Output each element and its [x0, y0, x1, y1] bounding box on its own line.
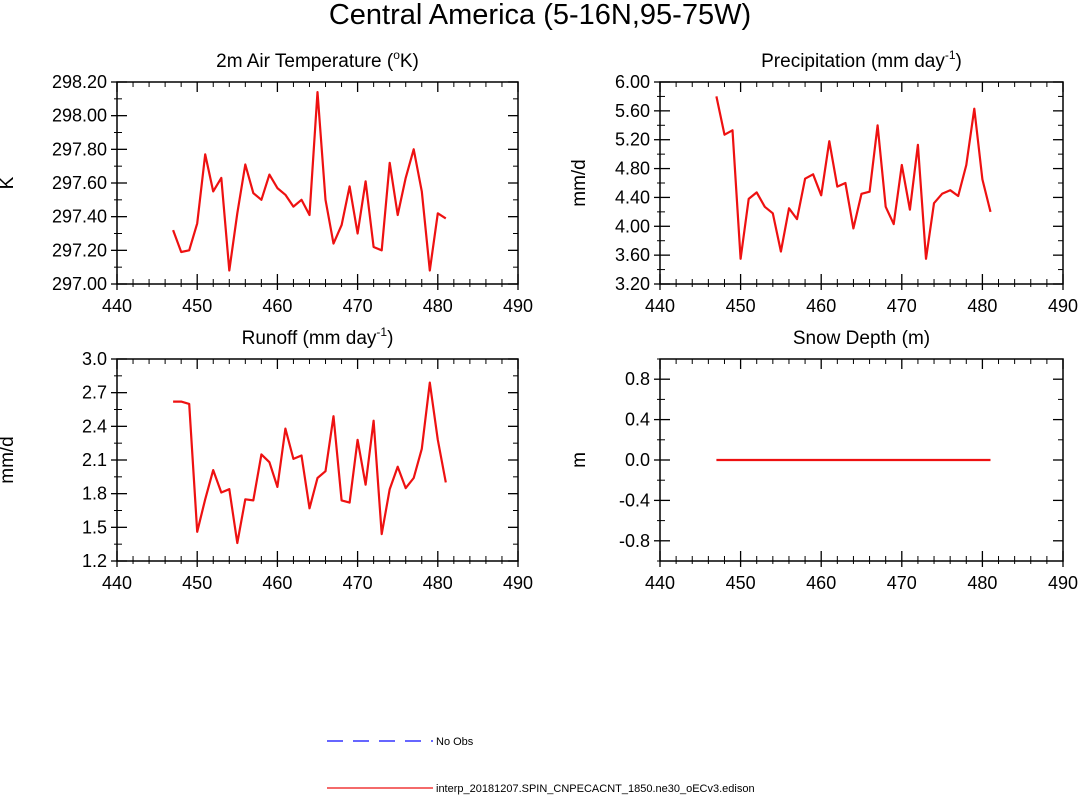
x-tick-label: 490	[503, 296, 533, 316]
y-tick-label: 297.40	[52, 207, 107, 227]
y-axis-label: mm/d	[569, 159, 590, 207]
x-tick-label: 470	[343, 573, 373, 593]
panel-title: 2m Air Temperature (oK)	[216, 48, 419, 72]
x-tick-label: 460	[262, 573, 292, 593]
plot-frame	[116, 358, 519, 562]
series-line	[173, 381, 447, 545]
y-tick-label: 6.00	[615, 72, 650, 92]
x-tick-label: 450	[182, 573, 212, 593]
y-tick-label: -0.8	[619, 531, 650, 551]
x-tick-label: 470	[343, 296, 373, 316]
y-axis-label: K	[0, 176, 18, 189]
plot-frame	[116, 81, 519, 285]
legend-label-2: interp_20181207.SPIN_CNPECACNT_1850.ne30…	[436, 783, 755, 795]
y-tick-label: 2.7	[82, 383, 107, 403]
y-tick-label: 3.60	[615, 245, 650, 265]
x-tick-label: 440	[102, 573, 132, 593]
panel-title-suffix: K)	[400, 51, 419, 72]
x-tick-label: 440	[645, 296, 675, 316]
panel-title-text: 2m Air Temperature (	[216, 51, 394, 72]
x-tick-label: 480	[967, 296, 997, 316]
y-tick-label: 2.1	[82, 450, 107, 470]
panel-title-superscript: -1	[945, 48, 956, 62]
panel-title-suffix: )	[387, 328, 393, 349]
y-tick-label: 0.0	[625, 450, 650, 470]
x-tick-label: 440	[102, 296, 132, 316]
x-tick-label: 480	[423, 573, 453, 593]
chart-panel-3: Runoff (mm day-1) mm/d 440 450 460 470 480 490 1…	[0, 325, 533, 593]
y-tick-label: 297.20	[52, 240, 107, 260]
panel-title-text: Runoff (mm day	[242, 328, 377, 349]
x-tick-label: 480	[967, 573, 997, 593]
x-tick-label: 470	[887, 296, 917, 316]
series-line	[172, 90, 447, 272]
y-tick-label: 298.20	[52, 72, 107, 92]
y-tick-label: 3.0	[82, 349, 107, 369]
panel-title: Runoff (mm day-1)	[242, 325, 394, 349]
y-tick-label: 297.00	[52, 274, 107, 294]
y-axis-label: m	[569, 452, 590, 468]
x-tick-label: 490	[503, 573, 533, 593]
panel-title-superscript: o	[393, 48, 400, 62]
x-tick-label: 490	[1048, 296, 1078, 316]
panel-title: Precipitation (mm day-1)	[761, 48, 962, 72]
x-tick-label: 450	[726, 573, 756, 593]
panel-title-superscript: -1	[376, 325, 387, 339]
y-tick-label: 4.40	[615, 187, 650, 207]
figure-title: Central America (5-16N,95-75W)	[329, 0, 751, 31]
legend-label-1: No Obs	[436, 736, 474, 748]
panel-title-suffix: )	[956, 51, 962, 72]
y-tick-label: -0.4	[619, 490, 650, 510]
y-tick-label: 4.00	[615, 216, 650, 236]
chart-panel-1: 2m Air Temperature (oK) K 440 450 460 470 480 4…	[0, 48, 533, 316]
x-tick-label: 450	[726, 296, 756, 316]
chart-panel-4: Snow Depth (m) m 440 450 460 470 480 490 -0.8 -0.…	[569, 328, 1078, 593]
x-tick-label: 470	[887, 573, 917, 593]
legend: No Obs interp_20181207.SPIN_CNPECACNT_185…	[327, 736, 755, 795]
plot-frame	[659, 81, 1064, 285]
series-line	[715, 96, 992, 260]
y-tick-label: 5.20	[615, 130, 650, 150]
y-tick-label: 1.2	[82, 551, 107, 571]
plot-frame	[659, 358, 1064, 562]
y-tick-label: 1.8	[82, 484, 107, 504]
y-tick-label: 0.8	[625, 369, 650, 389]
x-tick-label: 440	[645, 573, 675, 593]
panel-title-text: Precipitation (mm day	[761, 51, 945, 72]
y-tick-label: 5.60	[615, 101, 650, 121]
y-tick-label: 297.80	[52, 139, 107, 159]
y-tick-label: 0.4	[625, 410, 650, 430]
x-tick-label: 460	[262, 296, 292, 316]
panel-title-text: Snow Depth (m)	[793, 328, 930, 349]
chart-panel-2: Precipitation (mm day-1) mm/d 440 450 460 470…	[569, 48, 1078, 316]
y-axis-label: mm/d	[0, 436, 18, 484]
x-tick-label: 460	[806, 573, 836, 593]
y-tick-label: 298.00	[52, 106, 107, 126]
y-tick-label: 4.80	[615, 159, 650, 179]
y-tick-label: 1.5	[82, 517, 107, 537]
y-tick-label: 3.20	[615, 274, 650, 294]
x-tick-label: 480	[423, 296, 453, 316]
x-tick-label: 490	[1048, 573, 1078, 593]
x-tick-label: 450	[182, 296, 212, 316]
y-tick-label: 2.4	[82, 416, 107, 436]
y-tick-label: 297.60	[52, 173, 107, 193]
x-tick-label: 460	[806, 296, 836, 316]
panel-title: Snow Depth (m)	[793, 328, 930, 349]
